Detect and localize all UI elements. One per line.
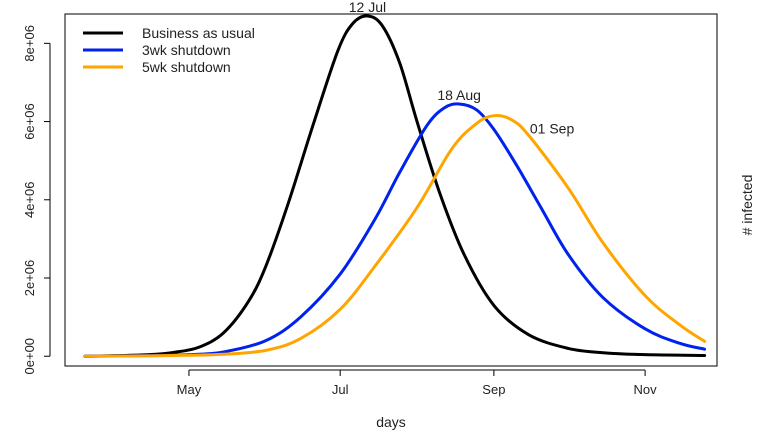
plot-frame [64, 13, 718, 367]
peak-annotation: 18 Aug [437, 87, 481, 103]
y-tick-label: 0e+00 [22, 338, 37, 375]
y-tick-label: 4e+06 [22, 182, 37, 219]
peak-annotation: 01 Sep [530, 121, 575, 137]
series-line-5wk-shutdown [83, 114, 707, 358]
x-axis-label: days [376, 414, 406, 430]
y-tick-label: 2e+06 [22, 260, 37, 297]
x-tick-label: Sep [482, 382, 505, 397]
legend-label: 3wk shutdown [142, 42, 231, 58]
series-line-business-as-usual [83, 14, 707, 358]
y-axis: 0e+00 2e+06 4e+06 6e+06 8e+06 [22, 25, 51, 375]
x-tick-label: May [177, 382, 202, 397]
annotation-layer: 12 Jul 18 Aug 01 Sep [349, 0, 575, 137]
legend-label: 5wk shutdown [142, 59, 231, 75]
series-layer [83, 14, 707, 358]
series-line-3wk-shutdown [83, 102, 707, 358]
x-axis: May Jul Sep Nov [177, 369, 658, 397]
y-tick-label: 6e+06 [22, 103, 37, 140]
y-axis-label: # infected [739, 175, 755, 236]
y-tick-label: 8e+06 [22, 25, 37, 62]
peak-annotation: 12 Jul [349, 0, 386, 15]
x-tick-label: Nov [634, 382, 658, 397]
legend-label: Business as usual [142, 25, 255, 41]
x-tick-label: Jul [332, 382, 349, 397]
